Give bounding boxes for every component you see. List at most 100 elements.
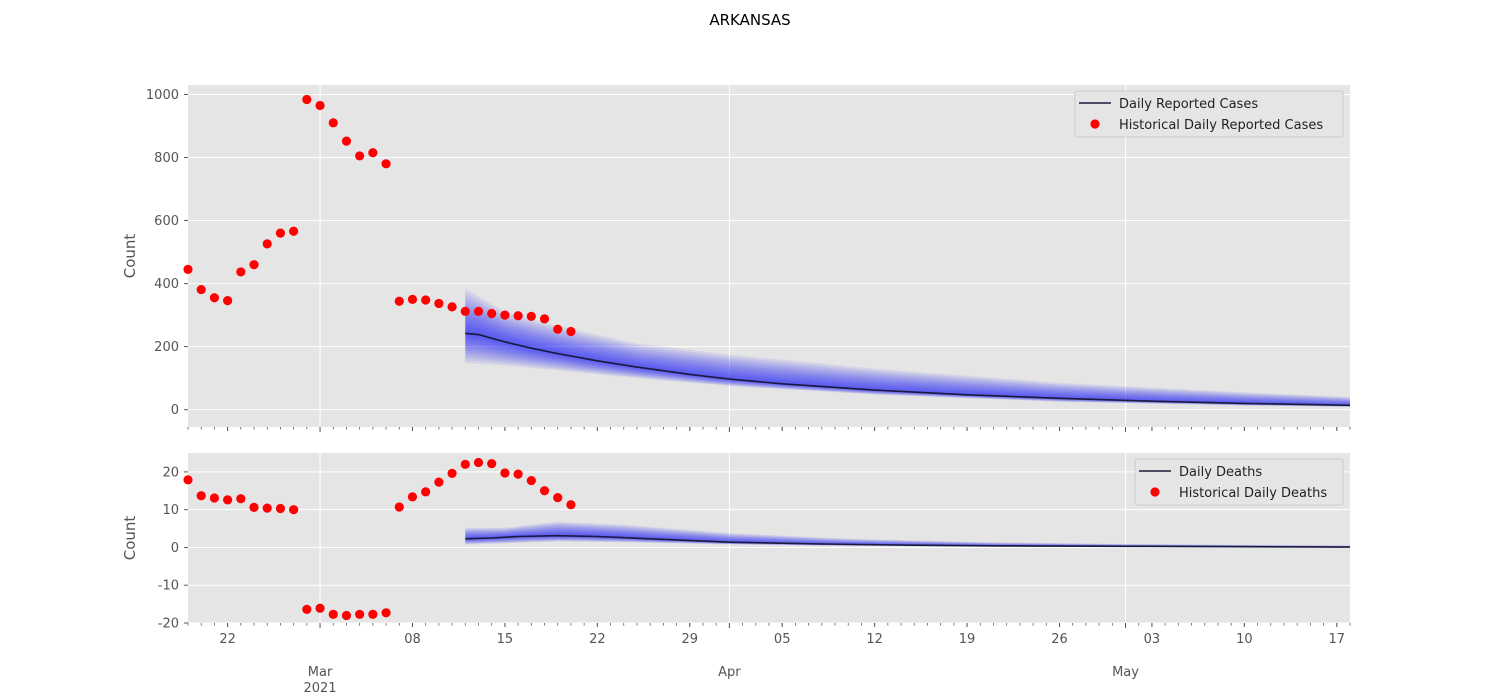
historical-point [249,260,259,270]
historical-point [394,502,404,512]
y-tick-label: -20 [158,617,179,632]
uncertainty-band [465,314,1350,406]
x-month-label: Mar [308,665,333,680]
y-tick-label: 1000 [146,88,179,103]
historical-point [394,296,404,306]
x-day-label: 29 [681,632,698,647]
y-tick-label: 0 [171,403,179,418]
legend-line-label: Daily Deaths [1179,465,1262,480]
uncertainty-band [465,295,1350,407]
historical-point [341,136,352,146]
y-tick-label: 400 [154,277,179,292]
forecast-line [465,332,1351,407]
uncertainty-band [465,303,1350,407]
historical-point [447,468,457,478]
historical-point [223,495,233,505]
legend-dots-label: Historical Daily Reported Cases [1119,118,1323,133]
historical-point [447,302,457,312]
historical-point [315,100,325,111]
historical-point [513,311,523,321]
historical-point [368,609,378,619]
uncertainty-band [465,526,1350,548]
x-day-label: 05 [774,632,791,647]
x-month-label: Apr [718,665,741,680]
x-day-label: 17 [1329,632,1346,647]
historical-point [341,610,352,621]
historical-point [223,296,233,306]
x-day-label: 26 [1051,632,1068,647]
legend-box [1074,90,1344,138]
historical-point [209,293,220,303]
historical-point [566,326,576,337]
historical-point [434,477,444,487]
historical-point [355,609,365,619]
uncertainty-band [465,527,1350,548]
x-day-label: 22 [219,632,236,647]
uncertainty-band [465,310,1350,406]
historical-point [407,294,418,304]
historical-point [368,148,378,158]
y-tick-label: -10 [158,579,179,594]
x-day-label: 22 [589,632,606,647]
historical-point [381,608,391,618]
y-tick-label: 800 [154,151,179,166]
historical-point [526,311,536,321]
x-day-label: 10 [1236,632,1253,647]
historical-point [460,459,470,469]
uncertainty-band [465,318,1350,406]
historical-point [487,458,497,469]
historical-point [183,475,193,485]
x-day-label: 08 [404,632,421,647]
legend-line-label: Daily Reported Cases [1119,97,1258,112]
historical-point [262,503,272,513]
x-day-label: 03 [1144,632,1161,647]
historical-point [196,284,206,295]
historical-point [460,306,470,316]
x-month-label: May [1112,665,1139,680]
historical-point [315,603,325,613]
uncertainty-band [465,532,1350,548]
y-tick-label: 200 [154,340,179,355]
historical-point [249,502,259,512]
figure-title: ARKANSAS [709,11,791,29]
historical-point [381,159,391,169]
historical-point [421,487,431,497]
historical-point [183,264,193,274]
y-axis-label: Count [121,234,139,279]
historical-point [421,295,431,305]
historical-point [275,503,286,514]
x-year-label: 2021 [303,681,336,696]
y-tick-label: 20 [162,465,179,480]
historical-point [302,604,312,615]
uncertainty-band [465,307,1350,407]
uncertainty-band [465,325,1350,406]
historical-point [553,324,563,334]
legend-dots-label: Historical Daily Deaths [1179,486,1327,501]
historical-point [236,494,246,504]
historical-point [526,475,536,486]
uncertainty-band [465,525,1350,548]
forecast-line [465,534,1351,548]
y-tick-label: 600 [154,214,179,229]
x-day-label: 12 [866,632,883,647]
historical-point [196,491,206,501]
legend-dot-swatch [1090,119,1100,129]
plot-area [188,85,1350,427]
historical-point [236,267,246,277]
historical-point [434,298,444,309]
historical-point [328,118,338,128]
uncertainty-band [465,288,1350,407]
y-tick-label: 10 [162,503,179,518]
uncertainty-band [465,524,1350,548]
y-axis-label: Count [121,516,139,561]
legend-box [1134,458,1344,506]
deaths-panel: -20 -10 0 10 20 Count Daily Deaths Historical D… [121,453,1351,632]
uncertainty-band [465,299,1350,407]
historical-point [500,468,510,478]
x-day-label: 19 [959,632,976,647]
historical-point [473,457,484,468]
historical-point [500,310,510,320]
historical-point [209,493,220,503]
